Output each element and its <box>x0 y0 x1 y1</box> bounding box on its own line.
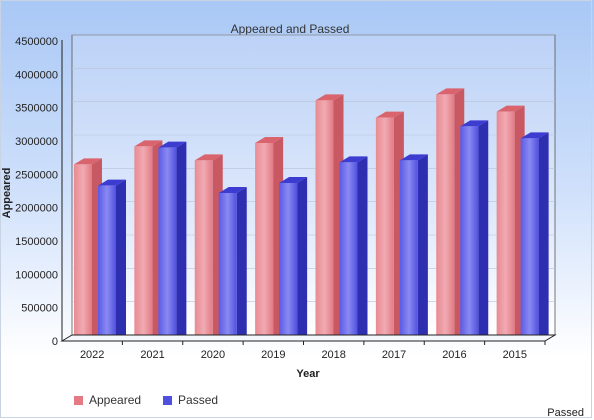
bar-top-passed <box>98 179 126 186</box>
x-tick-label: 2018 <box>321 349 345 361</box>
y-tick-label: 1000000 <box>15 269 58 281</box>
y-tick-label: 3000000 <box>15 136 58 148</box>
bar-top-passed <box>218 187 247 193</box>
bar-side-passed <box>357 156 368 341</box>
y-axis-label: Appeared <box>1 168 13 219</box>
bar-passed[interactable] <box>460 126 479 341</box>
y-tick-label: 4500000 <box>15 36 58 48</box>
legend-label-passed: Passed <box>178 393 219 407</box>
bar-passed[interactable] <box>218 193 237 341</box>
bar-passed[interactable] <box>158 147 177 341</box>
bar-appeared[interactable] <box>436 94 455 341</box>
bar-top-passed <box>158 141 187 148</box>
bar-top-passed <box>339 156 368 163</box>
x-axis-label: Year <box>296 368 320 380</box>
corner-label: Passed <box>547 407 584 419</box>
y-tick-label: 0 <box>52 336 58 348</box>
bar-top-appeared <box>134 140 163 147</box>
bar-side-passed <box>176 141 187 341</box>
bar-side-passed <box>417 154 428 341</box>
bar-side-passed <box>116 179 126 341</box>
bar-appeared[interactable] <box>134 146 153 341</box>
bar-side-passed <box>538 132 549 341</box>
bar-top-passed <box>520 132 549 139</box>
bar-appeared[interactable] <box>375 117 394 342</box>
x-tick-label: 2016 <box>442 349 466 361</box>
bar-appeared[interactable] <box>315 100 334 341</box>
bar-passed[interactable] <box>279 183 298 341</box>
legend-item-appeared[interactable]: Appeared <box>74 393 141 407</box>
x-tick-label: 2022 <box>80 349 104 361</box>
legend-swatch-appeared <box>74 395 83 405</box>
plot-floor <box>60 334 557 342</box>
legend-label-appeared: Appeared <box>89 393 142 407</box>
x-tick-label: 2020 <box>201 349 225 361</box>
y-tick-label: 3500000 <box>15 103 58 115</box>
bar-top-passed <box>460 120 489 127</box>
y-tick-label: 2500000 <box>15 169 58 181</box>
bar-top-passed <box>399 154 428 161</box>
bar-side-passed <box>297 177 308 341</box>
bar-top-appeared <box>315 94 344 101</box>
bar-appeared[interactable] <box>255 143 274 341</box>
bar-passed[interactable] <box>399 160 418 341</box>
bar-appeared[interactable] <box>496 111 515 342</box>
chart-title: Appeared and Passed <box>231 22 350 36</box>
bar-side-passed <box>478 120 489 341</box>
y-tick-label: 1500000 <box>15 236 58 248</box>
x-tick-label: 2017 <box>382 349 406 361</box>
bar-passed[interactable] <box>98 185 116 341</box>
bar-passed[interactable] <box>339 162 358 341</box>
legend-item-passed[interactable]: Passed <box>163 393 218 407</box>
x-tick-label: 2021 <box>140 349 164 361</box>
y-tick-label: 500000 <box>21 303 58 315</box>
legend-swatch-passed <box>163 395 173 405</box>
x-tick-label: 2019 <box>261 349 285 361</box>
bar-top-appeared <box>436 88 465 95</box>
bar-top-appeared <box>375 111 404 118</box>
legend: Appeared Passed <box>74 393 218 407</box>
bar-appeared[interactable] <box>74 164 92 341</box>
bar-top-appeared <box>255 137 284 143</box>
bar-passed[interactable] <box>520 138 539 341</box>
bar-appeared[interactable] <box>194 160 213 341</box>
bar-top-appeared <box>496 105 525 112</box>
y-tick-label: 2000000 <box>15 203 58 215</box>
bar-top-appeared <box>74 158 102 165</box>
y-tick-label: 4000000 <box>15 69 58 81</box>
x-tick-label: 2015 <box>503 349 527 361</box>
bar-top-passed <box>279 177 308 183</box>
bar-top-appeared <box>194 154 223 161</box>
bar-side-passed <box>236 187 247 341</box>
